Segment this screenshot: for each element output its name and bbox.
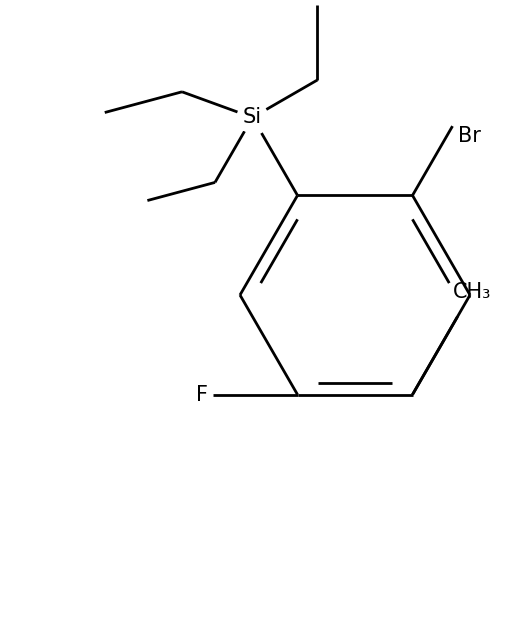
- Text: F: F: [196, 385, 207, 404]
- Text: Br: Br: [458, 126, 480, 146]
- Text: CH₃: CH₃: [453, 281, 491, 302]
- Text: Si: Si: [243, 107, 262, 128]
